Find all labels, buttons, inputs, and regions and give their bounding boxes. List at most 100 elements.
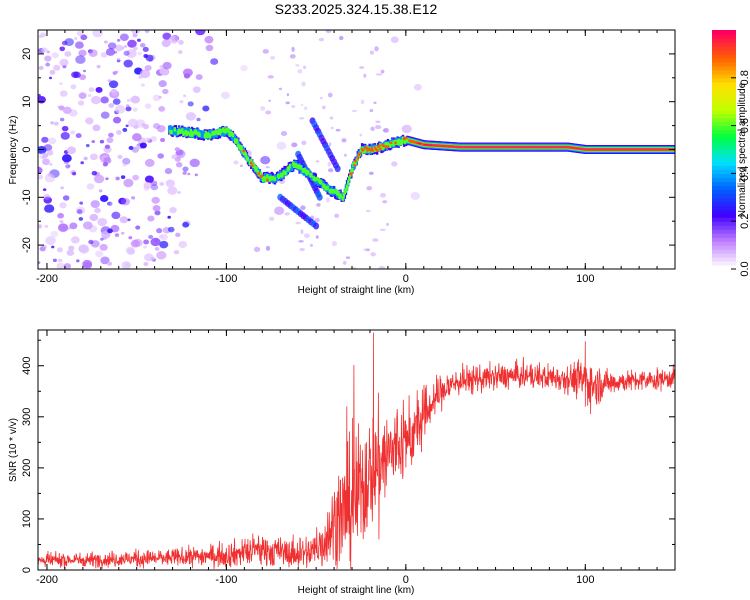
colorbar-swatch	[712, 177, 736, 182]
track-blob	[334, 165, 341, 173]
noise-speckle	[300, 229, 304, 235]
track-core	[432, 144, 435, 147]
snr-x-tick-label: 0	[403, 574, 409, 586]
noise-speckle	[69, 222, 78, 230]
noise-speckle	[83, 69, 86, 73]
colorbar-swatch	[712, 93, 736, 99]
noise-speckle	[374, 125, 382, 130]
colorbar-swatch	[712, 221, 736, 226]
noise-speckle	[360, 99, 365, 105]
track-core	[650, 148, 653, 151]
noise-speckle	[150, 257, 155, 261]
track-core	[515, 146, 519, 149]
noise-speckle	[205, 44, 214, 52]
track-core	[529, 146, 532, 149]
track-segment	[219, 128, 223, 134]
noise-speckle	[253, 246, 261, 253]
track-core	[607, 148, 610, 151]
track-core	[491, 146, 494, 149]
noise-speckle	[75, 133, 82, 139]
noise-speckle	[156, 124, 166, 133]
noise-speckle	[140, 42, 146, 48]
colorbar-swatch	[712, 97, 736, 103]
track-core	[655, 148, 659, 151]
colorbar-swatch	[712, 213, 736, 218]
noise-speckle	[85, 117, 94, 125]
track-segment	[255, 166, 258, 171]
colorbar-tick-label: 0.0	[739, 261, 750, 276]
noise-speckle	[300, 104, 304, 107]
noise-speckle	[74, 41, 84, 49]
noise-speckle	[106, 137, 114, 144]
noise-speckle	[369, 50, 374, 55]
noise-speckle	[159, 182, 165, 187]
track-core	[558, 146, 562, 149]
noise-speckle	[115, 70, 119, 74]
snr-line-layer	[38, 332, 675, 570]
noise-speckle	[58, 223, 69, 232]
snr-axes: -200 -100 0 100 0 100 200 300 400	[21, 330, 676, 586]
snr-frame	[37, 329, 676, 571]
colorbar-swatch	[712, 165, 736, 171]
noise-speckle	[79, 201, 84, 205]
noise-speckle	[315, 160, 320, 163]
track-segment	[369, 148, 372, 152]
colorbar-swatch	[712, 49, 736, 55]
track-core	[644, 148, 648, 151]
noise-speckle	[63, 263, 72, 269]
track-segment	[292, 161, 295, 166]
noise-speckle	[38, 93, 41, 97]
noise-speckle	[112, 116, 122, 124]
spectrogram-y-tick-label: 20	[21, 48, 33, 60]
noise-speckle	[43, 193, 51, 200]
noise-speckle	[363, 73, 367, 78]
track-core	[642, 148, 645, 151]
track-core	[663, 148, 667, 151]
track-segment	[394, 141, 397, 145]
track-core	[523, 146, 527, 149]
track-segment	[214, 129, 217, 135]
track-segment	[288, 163, 292, 169]
noise-speckle	[107, 202, 111, 205]
noise-speckle	[317, 202, 321, 207]
noise-speckle	[38, 174, 44, 180]
noise-speckle	[75, 55, 86, 64]
noise-speckle	[351, 109, 357, 113]
noise-speckle	[383, 128, 390, 133]
track-core	[572, 146, 575, 149]
noise-speckle	[48, 137, 57, 145]
track-core	[591, 148, 594, 151]
colorbar-swatch	[712, 113, 736, 119]
track-segment	[375, 149, 379, 152]
noise-speckle	[38, 224, 43, 229]
track-segment	[257, 172, 260, 175]
track-segment	[246, 156, 250, 162]
snr-y-axis-label: SNR (10 * v/v)	[8, 418, 19, 482]
track-core	[574, 147, 578, 150]
track-core	[658, 148, 661, 151]
track-segment	[198, 132, 201, 138]
track-segment	[236, 138, 239, 143]
noise-speckle	[145, 54, 154, 62]
spectrogram-x-tick-label: 0	[403, 273, 409, 285]
noise-speckle	[335, 128, 341, 132]
track-core	[537, 146, 540, 149]
noise-speckle	[119, 33, 129, 42]
noise-speckle	[107, 79, 112, 83]
noise-speckle	[269, 216, 275, 222]
track-core	[534, 146, 537, 149]
noise-speckle	[154, 210, 161, 216]
noise-speckle	[132, 46, 138, 51]
snr-y-tick-label: 200	[21, 459, 33, 477]
noise-speckle	[167, 226, 175, 233]
track-segment	[250, 161, 253, 165]
noise-speckle	[104, 144, 111, 149]
noise-speckle	[46, 150, 54, 156]
noise-speckle	[99, 139, 105, 144]
track-core	[510, 146, 513, 149]
noise-speckle	[169, 207, 177, 214]
noise-speckle	[102, 162, 108, 167]
track-core	[547, 146, 551, 149]
track-core	[588, 148, 591, 151]
noise-speckle	[285, 101, 290, 105]
